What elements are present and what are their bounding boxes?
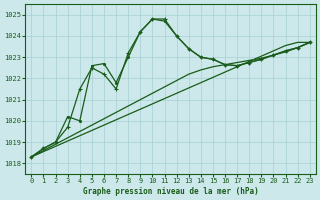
X-axis label: Graphe pression niveau de la mer (hPa): Graphe pression niveau de la mer (hPa) xyxy=(83,187,259,196)
